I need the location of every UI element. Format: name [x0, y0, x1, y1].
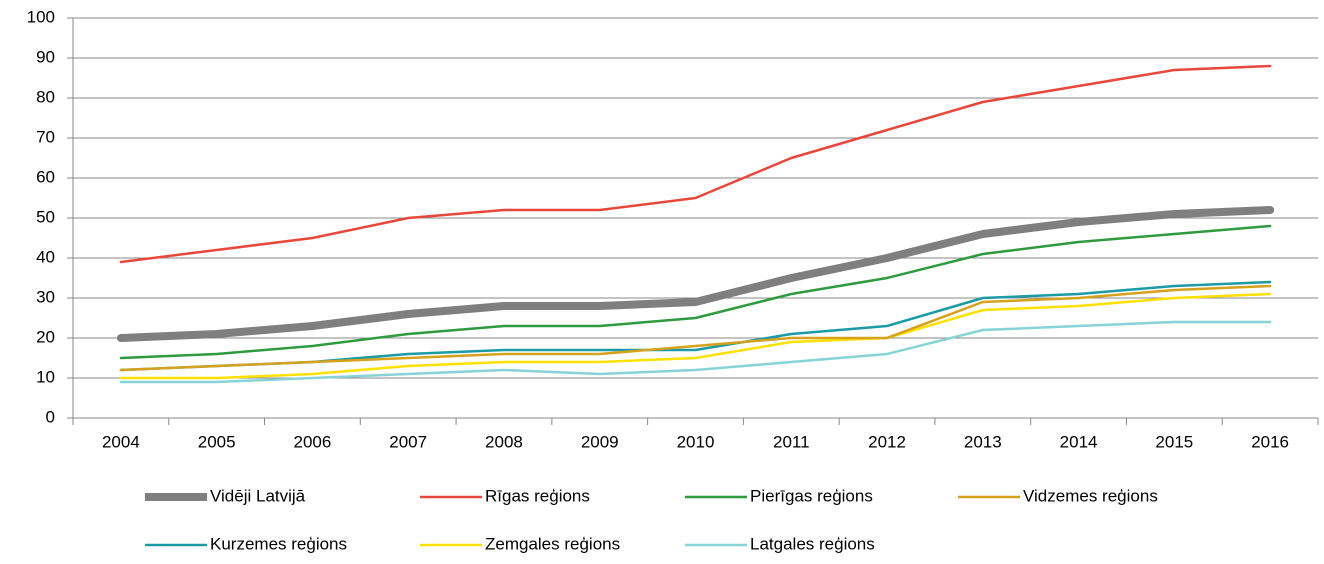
series-line: [119, 64, 1272, 264]
legend-label: Zemgales reģions: [485, 534, 620, 553]
y-tick-label: 50: [36, 207, 55, 226]
x-tick-label: 2012: [868, 432, 906, 451]
y-tick-label: 40: [36, 247, 55, 266]
y-tick-label: 30: [36, 287, 55, 306]
x-tick-label: 2011: [773, 432, 810, 451]
series-line: [119, 284, 1272, 372]
series-line: [116, 206, 1275, 342]
x-tick-label: 2013: [964, 432, 1002, 451]
x-tick-label: 2009: [581, 432, 619, 451]
y-tick-label: 100: [27, 7, 55, 26]
legend-label: Vidēji Latvijā: [210, 486, 306, 505]
y-tick-label: 80: [36, 87, 55, 106]
x-tick-label: 2004: [102, 432, 140, 451]
x-tick-label: 2007: [389, 432, 427, 451]
y-tick-label: 0: [46, 407, 55, 426]
series-line: [119, 320, 1272, 384]
y-tick-label: 60: [36, 167, 55, 186]
y-tick-label: 10: [36, 367, 55, 386]
legend-label: Vidzemes reģions: [1023, 486, 1158, 505]
y-tick-label: 70: [36, 127, 55, 146]
y-tick-label: 20: [36, 327, 55, 346]
x-tick-label: 2010: [677, 432, 715, 451]
legend-label: Pierīgas reģions: [750, 486, 873, 505]
legend-label: Latgales reģions: [750, 534, 875, 553]
x-tick-label: 2005: [198, 432, 236, 451]
series-line: [119, 224, 1272, 360]
legend-label: Rīgas reģions: [485, 486, 590, 505]
series-line: [119, 292, 1272, 380]
x-tick-label: 2008: [485, 432, 523, 451]
y-tick-label: 90: [36, 47, 55, 66]
x-tick-label: 2014: [1060, 432, 1098, 451]
x-tick-label: 2016: [1251, 432, 1289, 451]
x-tick-label: 2006: [294, 432, 332, 451]
x-tick-label: 2015: [1155, 432, 1193, 451]
legend-label: Kurzemes reģions: [210, 534, 347, 553]
